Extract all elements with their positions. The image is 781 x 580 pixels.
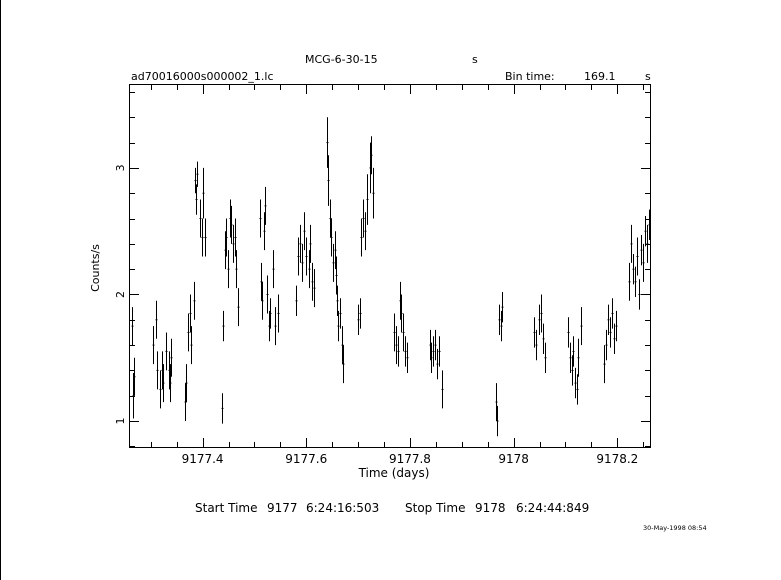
- x-tick-label: 9178.2: [596, 452, 638, 466]
- y-axis-label: Counts/s: [89, 244, 102, 292]
- stop-time-day: 9178: [475, 501, 506, 515]
- bin-time-value: 169.1: [584, 70, 616, 83]
- axis-ticks: [130, 85, 650, 447]
- plot-frame: [129, 84, 651, 448]
- bin-time-label: Bin time:: [505, 70, 555, 83]
- y-tick-label: 2: [114, 291, 127, 298]
- object-title: MCG-6-30-15: [305, 53, 378, 66]
- start-time-day: 9177: [267, 501, 298, 515]
- stop-time-label: Stop Time: [405, 501, 465, 515]
- start-time-clock: 6:24:16:503: [306, 501, 379, 515]
- x-axis-label: Time (days): [358, 466, 430, 480]
- x-tick-label: 9178: [498, 452, 529, 466]
- x-tick-label: 9177.6: [285, 452, 327, 466]
- data-points: [131, 117, 651, 437]
- file-name: ad70016000s000002_1.lc: [131, 70, 274, 83]
- tick-labels: 9177.4 9177.6 9177.8 9178 9178.2 1 2 3: [114, 164, 638, 466]
- start-time-label: Start Time: [195, 501, 258, 515]
- x-tick-label: 9177.4: [182, 452, 224, 466]
- bin-time-unit: s: [645, 70, 651, 83]
- y-tick-label: 3: [114, 164, 127, 171]
- y-tick-label: 1: [114, 418, 127, 425]
- x-tick-label: 9177.8: [389, 452, 431, 466]
- stop-time-clock: 6:24:44:849: [516, 501, 589, 515]
- print-date: 30-May-1998 08:54: [643, 524, 707, 532]
- object-unit: s: [472, 53, 478, 66]
